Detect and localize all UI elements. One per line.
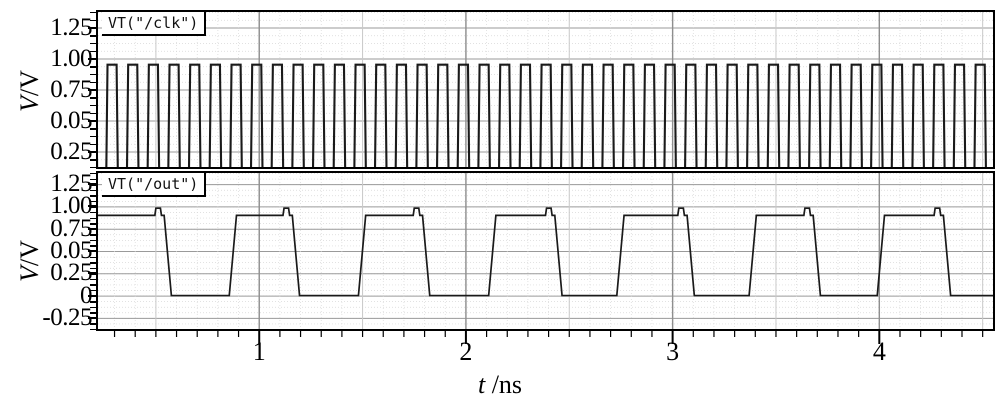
y-tick-label: 1.00 (50, 192, 92, 220)
x-axis-title-var: t (477, 370, 486, 399)
x-tick-label: 2 (459, 337, 473, 366)
y-minor-tick-mark (90, 273, 96, 275)
y-minor-tick-mark (90, 89, 96, 91)
grid-clk (98, 12, 993, 167)
x-tick-label: 4 (872, 337, 886, 366)
y-minor-tick-mark (90, 151, 96, 153)
legend-out: VT("/out") (102, 173, 207, 197)
y-minor-tick-mark (90, 256, 96, 258)
y-minor-tick-mark (90, 223, 96, 225)
y-minor-tick-mark (90, 173, 96, 175)
y-minor-tick-mark (90, 306, 96, 309)
y-minor-tick-mark (90, 159, 96, 161)
y-minor-tick-mark (90, 195, 96, 197)
y-tick-label: 0 (80, 281, 93, 309)
y-minor-tick-mark (90, 128, 96, 130)
y-minor-tick-mark (90, 312, 96, 314)
y-minor-tick-mark (90, 251, 96, 253)
y-minor-tick-mark (90, 239, 96, 242)
y-minor-tick-mark (90, 184, 96, 186)
y-minor-tick-mark (90, 189, 96, 192)
y-minor-tick-mark (90, 66, 96, 68)
y-tick-label: 1.25 (50, 170, 92, 198)
y-axis-ticks-top: 1.25 1.00 0.75 0.05 0.25 (0, 0, 96, 404)
y-minor-tick-mark (90, 290, 96, 292)
y-axis-ticks-bottom: 1.25 1.00 0.75 0.05 0.25 0 -0.25 (0, 0, 96, 404)
y-minor-tick-mark (90, 295, 96, 297)
y-minor-tick-mark (90, 35, 96, 37)
x-axis-title-unit: /ns (491, 370, 523, 399)
y-minor-tick-mark (90, 105, 96, 107)
y-minor-tick-mark (90, 97, 96, 99)
y-minor-tick-mark (90, 206, 96, 208)
y-tick-label: 0.75 (50, 75, 92, 103)
y-minor-tick-mark (90, 112, 96, 115)
y-minor-tick-mark (90, 200, 96, 203)
y-minor-tick-mark (90, 284, 96, 286)
y-minor-tick-mark (90, 262, 96, 264)
y-tick-label: 0.75 (50, 214, 92, 242)
y-minor-tick-mark (90, 234, 96, 236)
y-minor-tick-mark (90, 143, 96, 146)
x-axis-title: t /ns (0, 372, 1000, 398)
y-minor-tick-mark (90, 178, 96, 180)
plot-panel-clk: VT("/clk") (96, 10, 995, 169)
y-tick-label: 0.05 (50, 106, 92, 134)
y-minor-tick-mark (90, 120, 96, 122)
y-tick-label: 0.25 (50, 137, 92, 165)
grid-out (98, 173, 993, 329)
y-minor-tick-mark (90, 167, 96, 169)
y-tick-label: 0.05 (50, 237, 92, 264)
y-minor-tick-mark (90, 217, 96, 219)
y-minor-tick-mark (90, 136, 96, 138)
plot-panel-out: VT("/out") (96, 171, 995, 331)
y-minor-tick-mark (90, 74, 96, 76)
trace-clk (98, 12, 993, 167)
y-tick-label: -0.25 (42, 303, 92, 331)
trace-out (98, 173, 993, 329)
y-minor-tick-mark (90, 329, 96, 331)
legend-clk: VT("/clk") (102, 12, 207, 36)
y-tick-label: 1.25 (50, 13, 92, 41)
y-minor-tick-mark (90, 267, 96, 270)
y-minor-tick-mark (90, 323, 96, 325)
y-minor-tick-mark (90, 278, 96, 281)
y-minor-tick-mark (90, 245, 96, 247)
y-minor-tick-mark (90, 81, 96, 84)
y-minor-tick-mark (90, 58, 96, 60)
y-minor-tick-mark (90, 212, 96, 214)
x-tick-label: 1 (252, 337, 266, 366)
y-minor-tick-mark (90, 301, 96, 303)
x-tick-label: 3 (666, 337, 680, 366)
x-axis-tickmarks (113, 331, 984, 344)
y-minor-tick-mark (90, 12, 96, 14)
y-minor-tick-mark (90, 228, 96, 231)
y-minor-tick-mark (90, 317, 96, 320)
y-tick-label: 1.00 (50, 44, 92, 72)
y-minor-tick-mark (90, 43, 96, 45)
y-tick-label: 0.25 (50, 259, 92, 287)
y-minor-tick-mark (90, 50, 96, 53)
y-minor-tick-mark (90, 27, 96, 29)
y-minor-tick-mark (90, 19, 96, 22)
